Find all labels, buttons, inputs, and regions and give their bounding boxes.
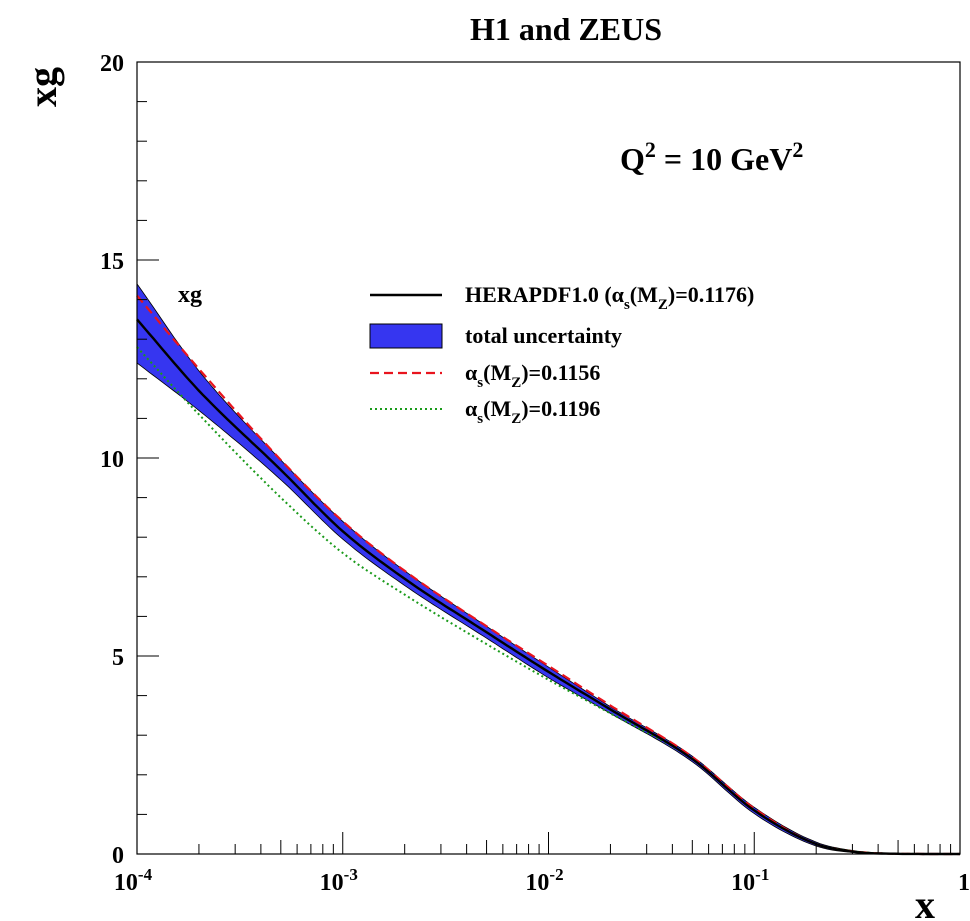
- y-tick-label: 15: [100, 249, 124, 275]
- x-tick-label: 10-4: [114, 865, 153, 896]
- y-tick-label: 20: [100, 51, 124, 77]
- x-tick-label: 10-1: [731, 865, 769, 896]
- x-axis-label: x: [915, 882, 935, 921]
- y-tick-label: 5: [112, 645, 124, 671]
- legend-label: αs(MZ)=0.1196: [465, 396, 600, 427]
- legend-label: HERAPDF1.0 (αs(MZ)=0.1176): [465, 282, 754, 313]
- legend-label: total uncertainty: [465, 323, 622, 348]
- panel-label: xg: [178, 282, 202, 308]
- y-tick-label: 0: [112, 843, 124, 869]
- q2-annotation: Q2 = 10 GeV2: [620, 137, 803, 177]
- y-axis-label: xg: [20, 67, 65, 107]
- x-tick-label: 10-3: [320, 865, 358, 896]
- legend: HERAPDF1.0 (αs(MZ)=0.1176) total uncertai…: [369, 282, 754, 427]
- chart-title: H1 and ZEUS: [470, 11, 662, 47]
- y-tick-label: 10: [100, 447, 124, 473]
- legend-swatch-band: [369, 323, 443, 349]
- x-tick-label: 1: [958, 870, 970, 896]
- legend-label: αs(MZ)=0.1156: [465, 360, 600, 391]
- series-line-solid: [136, 318, 960, 856]
- series-line-dotted: [136, 346, 960, 855]
- x-tick-label: 10-2: [525, 865, 563, 896]
